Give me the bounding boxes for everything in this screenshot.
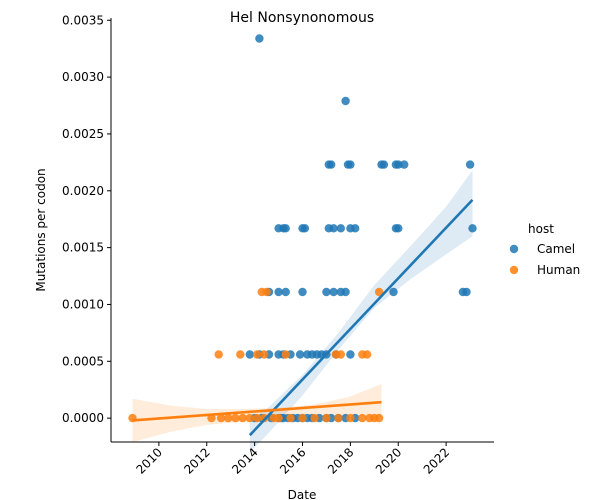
- y-tick-label: 0.0015: [62, 241, 104, 255]
- camel-point: [468, 224, 477, 233]
- human-point: [236, 350, 245, 359]
- human-point: [298, 413, 307, 423]
- camel-legend-label: Camel: [537, 242, 575, 256]
- human-point: [334, 413, 343, 423]
- human-point: [374, 287, 384, 297]
- camel-point: [300, 224, 310, 233]
- y-tick-label: 0.0005: [62, 354, 104, 368]
- camel-point: [298, 287, 307, 297]
- human-point: [252, 350, 262, 359]
- camel-point: [394, 160, 403, 169]
- camel-point: [462, 287, 471, 297]
- x-tick-label: 2022: [421, 445, 452, 476]
- human-point: [286, 413, 295, 423]
- camel-point: [281, 224, 290, 233]
- human-point: [224, 413, 233, 423]
- camel-point: [400, 160, 409, 169]
- human-point: [281, 350, 290, 359]
- human-point: [374, 413, 384, 423]
- x-tick-label: 2012: [181, 445, 212, 476]
- human-point: [262, 287, 271, 297]
- human-legend-label: Human: [537, 263, 580, 277]
- camel-point: [341, 287, 350, 297]
- x-tick-label: 2020: [373, 445, 404, 476]
- camel-point: [336, 224, 345, 233]
- confidence-bands: [132, 170, 473, 453]
- human-point: [238, 413, 247, 423]
- human-point: [346, 413, 355, 423]
- x-tick-label: 2014: [229, 445, 260, 476]
- camel-point: [281, 287, 290, 297]
- camel-point: [329, 287, 338, 297]
- human-fit-line: [132, 400, 382, 422]
- camel-point: [341, 96, 350, 106]
- human-point: [362, 350, 372, 359]
- camel-point: [465, 160, 475, 169]
- human-point: [336, 350, 345, 359]
- chart-title: Hel Nonsynonomous: [230, 10, 374, 26]
- y-tick-label: 0.0030: [62, 70, 104, 84]
- human-point: [260, 350, 269, 359]
- y-tick-label: 0.0000: [62, 411, 104, 425]
- human-point: [216, 413, 226, 423]
- x-tick-label: 2018: [325, 445, 356, 476]
- camel-point: [346, 160, 355, 169]
- camel-fit-line: [248, 198, 474, 437]
- regression-lines: [132, 198, 474, 437]
- camel-point: [389, 287, 398, 297]
- human-point: [322, 413, 331, 423]
- legend-title: host: [528, 222, 554, 236]
- y-axis-label: Mutations per codon: [34, 168, 48, 291]
- human-point: [252, 413, 262, 423]
- camel-point: [329, 224, 338, 233]
- x-tick-label: 2016: [277, 445, 308, 476]
- camel-point: [245, 350, 254, 359]
- y-tick-label: 0.0025: [62, 127, 104, 141]
- human-point: [310, 413, 319, 423]
- human-point: [231, 413, 240, 423]
- human-confidence-band: [132, 384, 382, 442]
- camel-legend-marker: [509, 244, 519, 254]
- camel-confidence-band: [249, 170, 473, 453]
- x-axis-label: Date: [288, 488, 317, 500]
- camel-point: [295, 350, 305, 359]
- camel-point: [322, 287, 331, 297]
- human-point: [358, 413, 367, 423]
- camel-point: [274, 287, 283, 297]
- human-point: [274, 413, 283, 423]
- y-tick-label: 0.0035: [62, 13, 104, 27]
- camel-point: [394, 224, 403, 233]
- legend: host Camel Human: [509, 222, 580, 277]
- y-tick-label: 0.0020: [62, 184, 104, 198]
- x-tick-label: 2010: [133, 445, 164, 476]
- human-legend-marker: [509, 265, 519, 275]
- y-tick-label: 0.0010: [62, 297, 104, 311]
- data-points: [128, 34, 477, 423]
- camel-point: [379, 160, 389, 169]
- camel-point: [346, 350, 355, 359]
- camel-point: [327, 160, 336, 169]
- camel-point: [351, 224, 360, 233]
- human-point: [245, 413, 254, 423]
- human-point: [214, 350, 223, 359]
- camel-point: [255, 34, 264, 43]
